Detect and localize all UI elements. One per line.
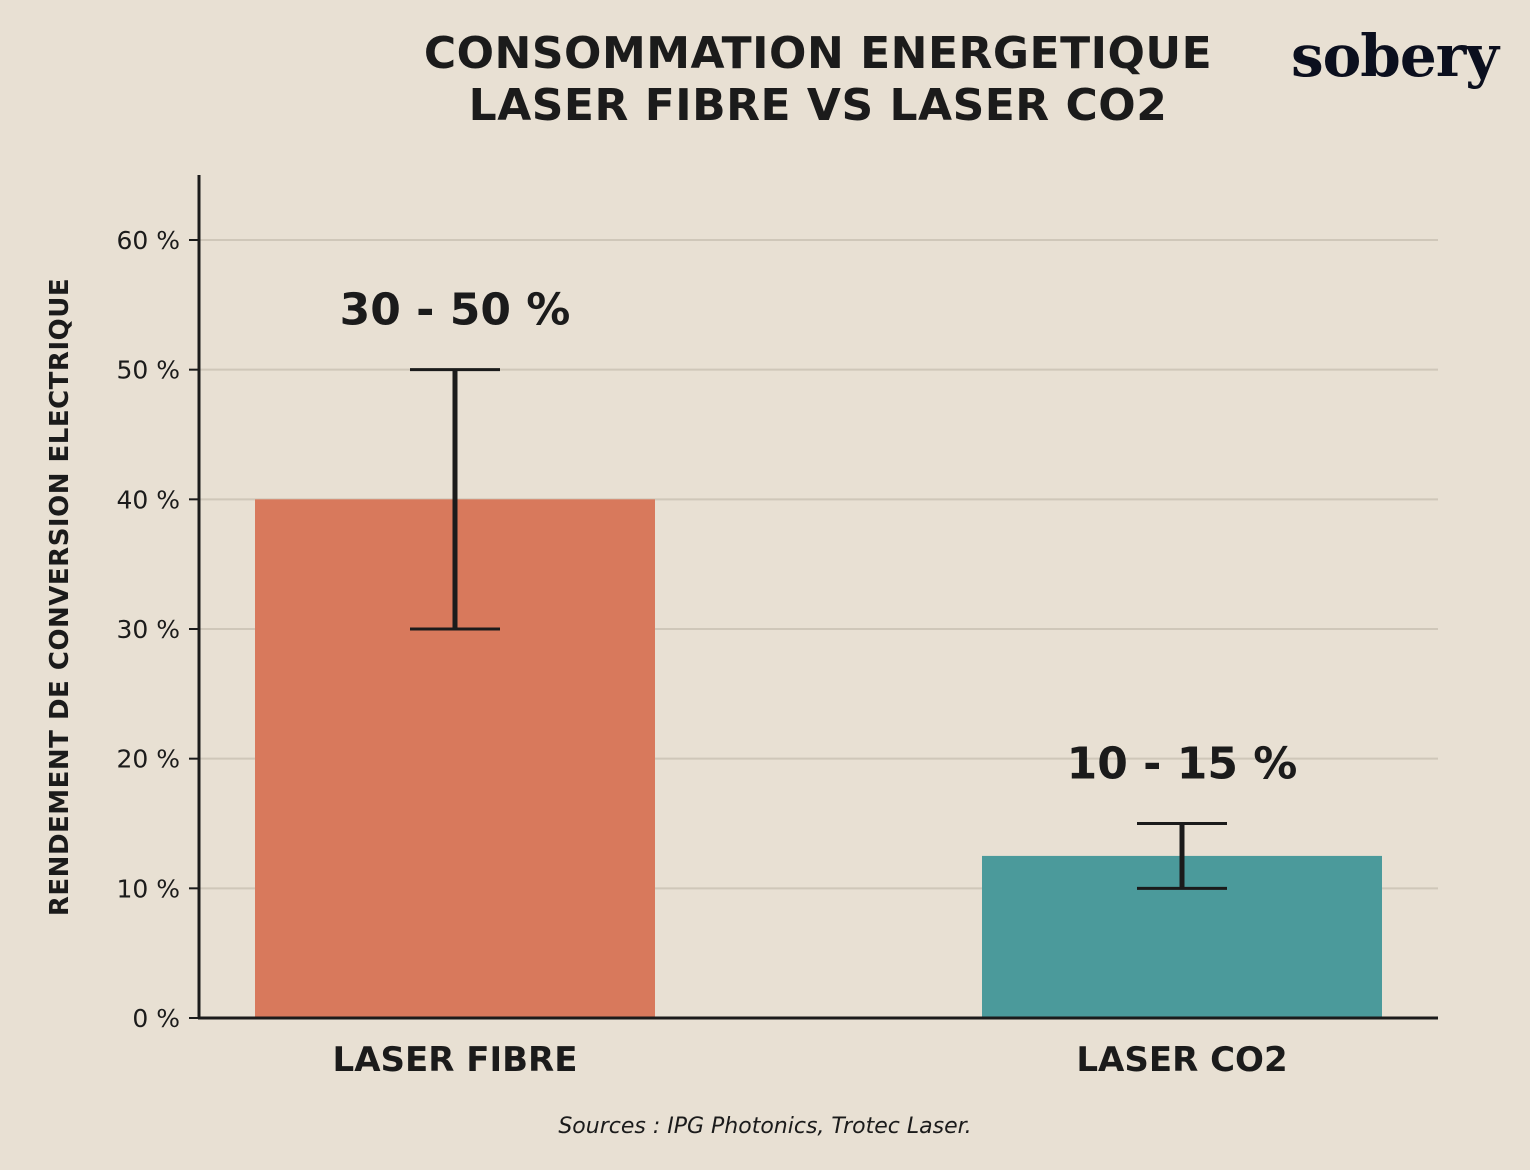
y-tick-label: 0 % — [132, 1004, 180, 1033]
chart-title-line-1: CONSOMMATION ENERGETIQUE — [423, 28, 1213, 79]
y-tick-label: 30 % — [116, 615, 180, 644]
data-label-2: 10 - 15 % — [1067, 739, 1298, 790]
y-tick-label: 10 % — [116, 874, 180, 903]
sobery-logo: sobery — [1290, 22, 1499, 90]
y-tick-label: 50 % — [116, 356, 180, 385]
source-note: Sources : IPG Photonics, Trotec Laser. — [558, 1114, 972, 1139]
y-tick-label: 40 % — [116, 485, 180, 514]
data-label-1: 30 - 50 % — [340, 285, 571, 336]
x-tick-label: LASER FIBRE — [333, 1040, 578, 1080]
x-tick-label: LASER CO2 — [1076, 1040, 1287, 1080]
y-axis-label: RENDEMENT DE CONVERSION ELECTRIQUE — [45, 277, 75, 917]
y-tick-label: 20 % — [116, 745, 180, 774]
y-tick-label: 60 % — [116, 226, 180, 255]
chart-title-line-2: LASER FIBRE VS LASER CO2 — [468, 80, 1168, 131]
